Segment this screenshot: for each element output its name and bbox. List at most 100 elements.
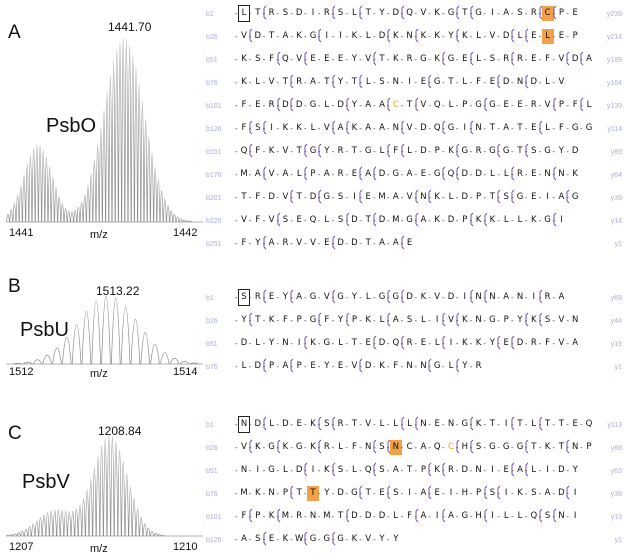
fragment-cleavage-mark xyxy=(277,212,280,227)
residue-separator: - xyxy=(524,466,528,475)
fragment-cleavage-mark xyxy=(387,143,391,158)
residue: S xyxy=(475,442,482,452)
residue: L xyxy=(255,77,261,87)
residue-separator: - xyxy=(290,239,293,248)
isotope-peak xyxy=(92,467,97,537)
residue-separator: - xyxy=(469,293,473,302)
residue: R xyxy=(323,8,330,18)
residue: L xyxy=(365,292,371,302)
residue: G xyxy=(475,100,482,110)
residue-separator: - xyxy=(262,316,266,325)
residue-separator: - xyxy=(235,535,238,544)
residue-separator: - xyxy=(317,124,321,133)
isotope-peak xyxy=(86,185,90,223)
fragment-cleavage-mark xyxy=(263,416,267,431)
residue-separator: - xyxy=(469,216,473,225)
residue: D xyxy=(337,100,344,110)
fragment-cleavage-mark xyxy=(539,289,543,304)
residue: T xyxy=(365,8,371,18)
fragment-cleavage-mark xyxy=(484,485,487,500)
residue: T xyxy=(379,54,385,64)
residue-separator: - xyxy=(524,316,528,325)
residue-separator: - xyxy=(442,420,445,429)
residue: Y xyxy=(351,292,357,302)
isotope-peak xyxy=(22,174,26,223)
residue: T xyxy=(489,192,495,202)
residue-separator: - xyxy=(262,101,266,110)
residue: S xyxy=(337,192,344,202)
residue-separator: - xyxy=(524,147,528,156)
residue-separator: - xyxy=(317,420,321,429)
residue-separator: - xyxy=(345,239,349,248)
residue-separator: - xyxy=(359,124,362,133)
residue: D xyxy=(254,31,262,41)
isotope-peak xyxy=(179,218,183,223)
residue-separator: - xyxy=(455,147,459,156)
fragment-cleavage-mark xyxy=(415,28,418,43)
isotope-peak xyxy=(160,352,170,365)
residue: Y xyxy=(268,338,275,348)
residue-separator: - xyxy=(386,293,390,302)
residue: K xyxy=(517,488,523,498)
residue-separator: - xyxy=(331,101,335,110)
residue-separator: - xyxy=(262,55,266,64)
residue-separator: - xyxy=(304,466,307,475)
isotope-peak xyxy=(71,324,82,365)
residue-separator: - xyxy=(304,420,307,429)
residue: D xyxy=(420,123,427,133)
fragment-cleavage-mark xyxy=(387,439,391,454)
residue-separator: - xyxy=(235,339,238,348)
residue: D xyxy=(240,338,248,348)
residue: A xyxy=(503,8,510,18)
residue: D xyxy=(337,238,344,248)
residue: T xyxy=(296,192,302,202)
sequence-row: b101- F - P - K - M - R - N - M - T - D - D - D - L - F - A - I - A - G - H… xyxy=(206,507,624,530)
residue: E xyxy=(365,338,371,348)
residue: G xyxy=(378,292,386,302)
fragment-cleavage-mark xyxy=(580,97,584,112)
fragment-cleavage-mark xyxy=(249,439,253,454)
residue-separator: - xyxy=(538,55,542,64)
residue: N xyxy=(282,338,289,348)
residue-separator: - xyxy=(235,316,238,325)
residue: F xyxy=(545,54,551,64)
residue-separator: - xyxy=(386,9,390,18)
residue-separator: - xyxy=(483,101,487,110)
residue: R xyxy=(406,338,413,348)
residue: D xyxy=(282,419,289,429)
fragment-cleavage-mark xyxy=(318,416,322,431)
protein-label: PsbV xyxy=(22,471,70,493)
residue: R xyxy=(530,8,537,18)
residue-separator: - xyxy=(455,420,459,429)
residue: V xyxy=(268,215,275,225)
residue-separator: - xyxy=(400,101,404,110)
residue-separator: - xyxy=(331,489,335,498)
residue-separator: - xyxy=(304,101,307,110)
residue: P xyxy=(269,361,275,371)
fragment-cleavage-mark xyxy=(511,416,515,431)
residue: F xyxy=(241,511,247,521)
residue: T xyxy=(351,419,357,429)
residue-separator: - xyxy=(262,239,266,248)
residue: G xyxy=(461,146,469,156)
residue: N xyxy=(420,361,427,371)
residue: E xyxy=(503,100,509,110)
isotope-peak xyxy=(156,180,161,223)
fragment-cleavage-mark xyxy=(525,143,529,158)
fragment-cleavage-mark xyxy=(304,531,308,546)
residue-separator: - xyxy=(414,55,418,64)
residue-separator: - xyxy=(373,124,376,133)
residue-separator: - xyxy=(469,512,473,521)
residue: G xyxy=(351,488,358,498)
residue-separator: - xyxy=(511,466,514,475)
isotope-peak xyxy=(60,510,64,537)
residue: P xyxy=(462,100,468,110)
isotope-peak xyxy=(189,362,199,365)
residue: A xyxy=(392,192,399,202)
residue-separator: - xyxy=(304,489,307,498)
isotope-peak xyxy=(62,337,72,365)
residue: Y xyxy=(324,361,330,371)
isotope-peak xyxy=(6,534,10,537)
isotope-peak xyxy=(96,455,100,537)
residue: D xyxy=(295,8,303,18)
